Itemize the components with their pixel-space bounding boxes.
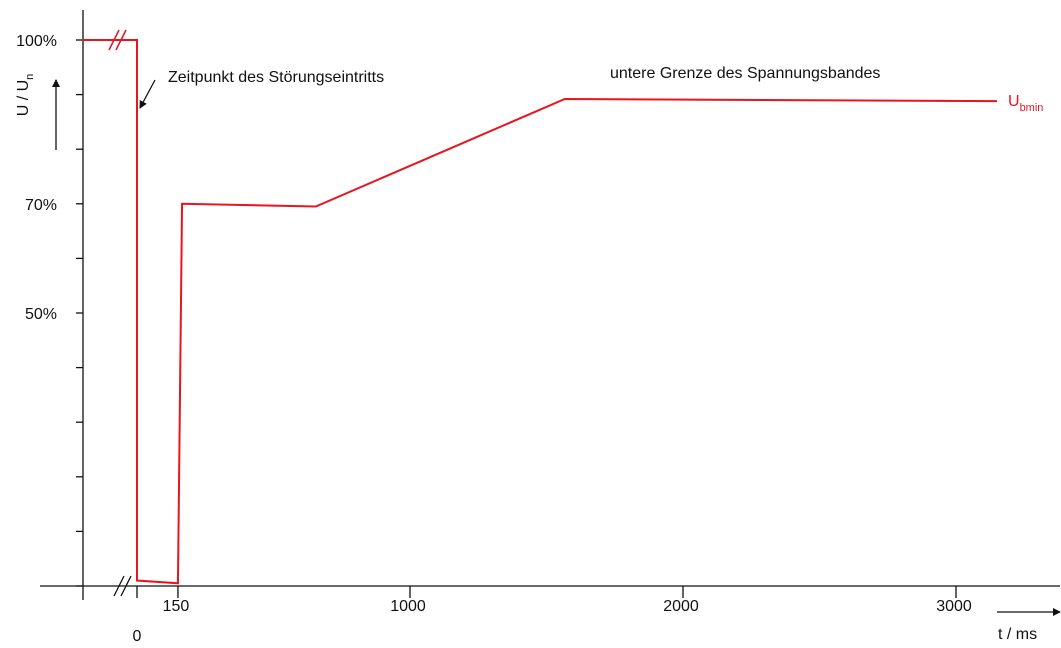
y-tick-label: 70% <box>25 197 57 214</box>
axis-break <box>113 575 132 597</box>
y-label-main: U / U <box>15 80 32 116</box>
x-tick-label: 3000 <box>936 598 972 615</box>
legend-entry: Ubmin <box>1008 93 1043 114</box>
x-tick-label: 1000 <box>390 598 426 615</box>
annotation: untere Grenze des Spannungsbandes <box>610 65 880 82</box>
y-label: U / Un <box>15 74 36 117</box>
x-tick-label: 2000 <box>663 598 699 615</box>
y-tick-label: 100% <box>16 33 57 50</box>
annotation: Zeitpunkt des Störungseintritts <box>168 69 384 86</box>
legend-sub: bmin <box>1020 102 1044 114</box>
y-label-sub: n <box>24 74 36 80</box>
series-line <box>82 39 997 585</box>
annotation-arrow <box>139 79 156 109</box>
x-label: t / ms <box>998 626 1037 643</box>
x-tick-label: 0 <box>133 628 142 645</box>
legend-main: U <box>1008 93 1020 110</box>
x-tick-label: 150 <box>163 598 190 615</box>
y-tick-label: 50% <box>25 306 57 323</box>
